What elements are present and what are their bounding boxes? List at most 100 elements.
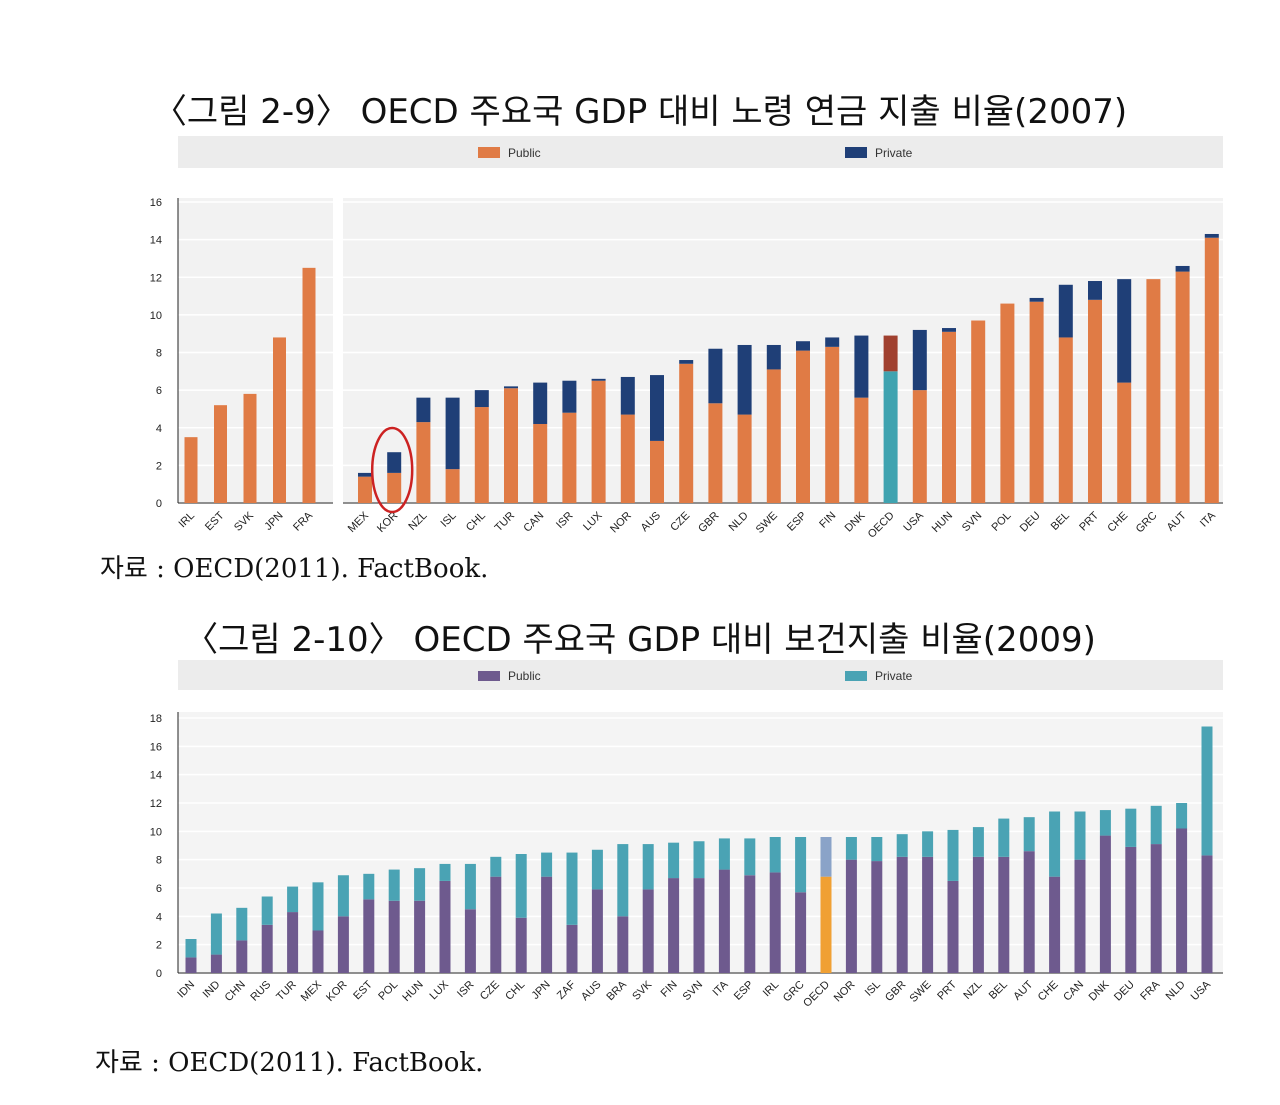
legend-swatch-public	[478, 147, 500, 158]
bar-private-tur	[504, 386, 518, 389]
bar-private-svk	[642, 844, 654, 890]
bar-private-deu	[1029, 297, 1044, 302]
x-tick-label: TUR	[274, 979, 299, 1004]
bar-private-esp	[744, 838, 756, 876]
bar-public-ita	[718, 869, 730, 973]
bar-private-deu	[1125, 808, 1137, 847]
bar-private-zaf	[566, 852, 578, 925]
bar-private-mex	[312, 882, 324, 931]
x-tick-label: ESP	[732, 979, 756, 1003]
bar-public-tur	[504, 388, 518, 503]
y-tick-label: 16	[150, 741, 162, 753]
bar-private-nzl	[972, 827, 984, 857]
x-tick-label: ISL	[863, 979, 883, 999]
x-tick-label: CHL	[503, 979, 527, 1003]
bar-private-ind	[210, 913, 222, 955]
bar-public-isr	[464, 909, 476, 973]
bar-private-pol	[388, 869, 400, 901]
y-tick-label: 14	[150, 770, 162, 782]
bar-public-chn	[236, 940, 248, 973]
bar-private-chn	[236, 907, 248, 941]
bar-private-aut	[1175, 265, 1190, 272]
bar-private-prt	[1088, 281, 1102, 300]
bar-private-svn	[693, 841, 705, 879]
y-tick-label: 10	[150, 310, 162, 322]
legend-label-public: Public	[508, 669, 541, 683]
bar-public-aus	[591, 889, 603, 973]
y-tick-label: 6	[156, 385, 162, 397]
bar-public-aut	[1175, 271, 1190, 503]
bar-private-kor	[387, 452, 402, 473]
y-tick-label: 0	[156, 498, 162, 510]
figure2-source: 자료 : OECD(2011). FactBook.	[95, 1048, 484, 1078]
y-tick-label: 8	[156, 855, 162, 867]
bar-private-fra	[1150, 805, 1162, 845]
bar-public-svn	[971, 320, 986, 503]
bar-private-aut	[1023, 817, 1035, 852]
bar-private-idn	[185, 939, 197, 958]
bar-private-can	[533, 382, 548, 424]
x-tick-label: DEU	[1112, 979, 1137, 1004]
x-tick-label: AUS	[579, 979, 603, 1003]
bar-public-isl	[871, 861, 883, 973]
bar-public-deu	[1029, 301, 1044, 503]
bar-private-nor	[620, 376, 635, 415]
bar-public-aus	[650, 440, 664, 503]
bar-private-grc	[795, 837, 807, 893]
bar-private-kor	[337, 875, 349, 917]
bar-public-tur	[287, 912, 299, 973]
bar-public-grc	[1146, 279, 1161, 503]
health-spending-chart: Public Private 0 2 4 6 8 10 12 14 16 18 IDN IND CHN RUS…	[150, 660, 1223, 1010]
y-tick-label: 2	[156, 460, 162, 472]
bar-public-che	[1049, 876, 1061, 973]
bar-private-che	[1049, 811, 1061, 877]
bar-private-irl	[769, 837, 781, 873]
bar-public-svk	[243, 393, 257, 503]
x-tick-label: BRA	[604, 978, 629, 1003]
bar-public-bel	[1058, 337, 1073, 503]
bar-private-esp	[796, 341, 810, 351]
bar-private-prt	[947, 829, 959, 881]
x-tick-label: CHE	[1036, 979, 1061, 1004]
figure2-title: 〈그림 2-10〉 OECD 주요국 GDP 대비 보건지출 비율(2009)	[184, 620, 1096, 660]
bar-private-nld	[737, 344, 752, 415]
bar-public-bra	[617, 916, 629, 973]
x-tick-label: CAN	[1061, 979, 1086, 1004]
bar-public-jpn	[273, 337, 286, 503]
bar-public-chl	[474, 407, 489, 503]
x-tick-label: CZE	[478, 979, 502, 1003]
bar-public-fin	[668, 878, 680, 973]
bar-public-irl	[184, 437, 198, 503]
bar-public-nld	[1176, 828, 1188, 973]
bar-public-isl	[445, 469, 460, 503]
x-tick-label: POL	[376, 979, 400, 1003]
x-tick-label: BEL	[987, 979, 1010, 1002]
bar-public-rus	[261, 924, 273, 973]
bar-private-mex	[358, 472, 372, 477]
bar-private-aus	[591, 849, 603, 890]
y-tick-label: 18	[150, 713, 162, 725]
bar-public-dnk	[1099, 835, 1111, 973]
legend-band	[178, 660, 1223, 690]
bar-private-fin	[825, 337, 840, 347]
bar-private-est	[363, 873, 375, 900]
x-tick-label: FIN	[659, 979, 680, 1000]
x-tick-label: GBR	[883, 979, 908, 1004]
bar-private-cze	[490, 856, 502, 877]
bar-public-bel	[998, 856, 1010, 973]
bar-private-jpn	[541, 852, 553, 877]
y-tick-label: 4	[156, 911, 162, 923]
bar-public-dnk	[854, 397, 869, 503]
x-tick-label: OECD	[801, 979, 832, 1010]
bar-public-nzl	[416, 422, 431, 503]
bar-private-tur	[287, 886, 299, 913]
x-tick-label: PRT	[935, 978, 959, 1002]
bar-private-gbr	[708, 348, 723, 404]
y-tick-label: 2	[156, 940, 162, 952]
bar-public-usa	[912, 390, 927, 503]
figure1-source: 자료 : OECD(2011). FactBook.	[100, 554, 489, 584]
x-tick-label: USA	[1189, 978, 1214, 1003]
bar-private-swe	[766, 344, 781, 370]
bar-private-fin	[668, 842, 680, 879]
bar-public-deu	[1125, 846, 1137, 973]
